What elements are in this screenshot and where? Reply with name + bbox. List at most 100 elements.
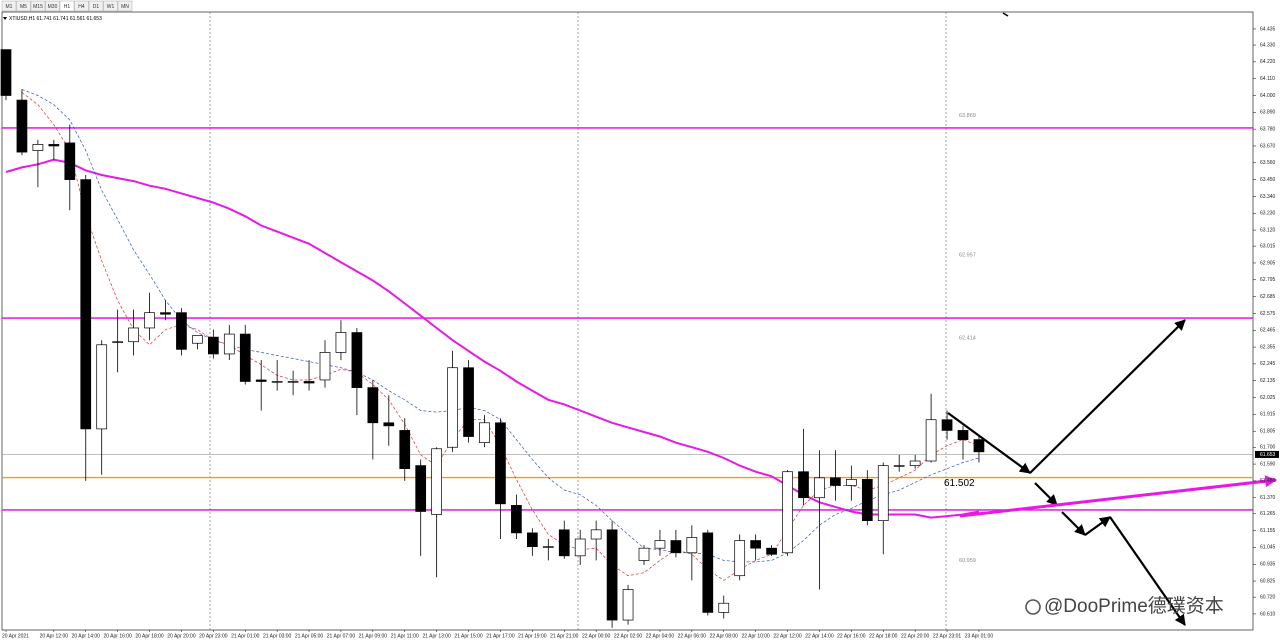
x-tick-label: 22 Apr 23:01 [933,633,962,639]
watermark-logo [1025,599,1041,615]
x-tick-label: 21 Apr 11:00 [391,633,419,639]
y-tick-label: 61.700 [1260,445,1276,451]
candle-body [144,312,155,329]
candle-body [718,602,730,613]
candle-body [447,367,458,448]
candle-body [176,312,187,350]
candle-body [431,448,442,515]
x-tick-label: 22 Apr 16:00 [837,633,866,639]
arrow [1034,482,1058,506]
watermark: @DooPrime德璞资本 [1025,595,1224,617]
timeframe-button[interactable] [88,0,104,12]
candle-body [80,179,92,430]
timeframe-button[interactable] [16,0,31,12]
y-tick-label: 62.135 [1260,378,1276,384]
x-tick-label: 21 Apr 01:00 [231,633,260,639]
candle-body [861,479,873,522]
timeframe-button[interactable] [59,0,75,12]
candle-body [0,49,12,96]
x-tick-label: 20 Apr 12:00 [40,633,69,639]
timeframe-label[interactable]: M5 [20,4,27,10]
timeframe-label[interactable]: M1 [6,4,13,10]
current-price-label: 61.653 [1260,452,1276,458]
moving-average-line [5,158,980,519]
candle-body [798,471,809,499]
candle-body [622,589,634,621]
candle-body [686,537,698,554]
candle-body [702,532,714,613]
candle-body [303,381,315,384]
y-tick-label: 61.590 [1260,461,1276,467]
candle-body [606,529,618,621]
candle-body [335,332,347,353]
x-tick-label: 20 Apr 20:00 [167,633,196,639]
candle-body [654,540,666,549]
y-tick-label: 64.330 [1260,42,1276,48]
y-tick-label: 61.045 [1260,545,1276,551]
x-tick-label: 22 Apr 04:00 [646,633,675,639]
drawn-line [1002,12,1009,17]
y-tick-label: 61.805 [1260,429,1276,435]
candle-body [96,344,108,430]
timeframe-button[interactable] [1,0,17,12]
y-tick-label: 64.000 [1260,93,1276,99]
y-tick-label: 64.220 [1260,59,1276,65]
current-price-box [1255,450,1279,458]
candle-body [383,422,395,427]
y-tick-label: 62.465 [1260,328,1276,334]
y-tick-label: 63.670 [1260,143,1276,149]
y-tick-label: 63.120 [1260,227,1276,233]
candle-body [877,465,889,522]
timeframe-button[interactable] [30,0,46,12]
y-tick-label: 62.025 [1260,395,1276,401]
candle-body [893,465,905,467]
x-tick-label: 21 Apr 13:00 [422,633,451,639]
timeframe-label[interactable]: H1 [64,4,71,10]
candle-body [750,540,762,549]
candle-body [957,430,969,440]
candle-body [526,532,538,548]
candle-body [208,336,219,355]
y-tick-label: 62.685 [1260,294,1276,300]
timeframe-button[interactable] [117,0,133,12]
x-tick-label: 21 Apr 09:00 [359,633,388,639]
arrow [1029,319,1186,474]
candle-body [223,333,235,355]
x-tick-label: 21 Apr 03:00 [263,633,292,639]
x-tick-label: 21 Apr 15:00 [454,633,483,639]
y-tick-label: 62.905 [1260,260,1276,266]
y-tick-label: 61.155 [1260,528,1276,534]
x-tick-label: 21 Apr 05:00 [295,633,324,639]
timeframe-label[interactable]: D1 [93,4,100,10]
x-tick-label: 21 Apr 21:00 [550,633,579,639]
arrow [1109,516,1186,626]
timeframe-button[interactable] [45,0,60,12]
timeframe-label[interactable]: H4 [78,4,85,10]
candle-body [590,529,602,540]
y-tick-label: 60.935 [1260,562,1276,568]
x-tick-label: 22 Apr 06:00 [678,633,707,639]
x-tick-label: 22 Apr 14:00 [805,633,834,639]
x-tick-label: 20 Apr 14:00 [72,633,101,639]
timeframe-button[interactable] [103,0,118,12]
timeframe-label[interactable]: M15 [33,4,43,10]
timeframe-label[interactable]: W1 [107,4,115,10]
y-tick-label: 62.355 [1260,344,1276,350]
level-label: 60.959 [959,558,976,564]
timeframe-button[interactable] [74,0,89,12]
candle-body [638,547,650,561]
candle-body [830,477,841,486]
symbol-menu-icon[interactable] [3,17,7,20]
x-tick-label: 22 Apr 18:00 [869,633,898,639]
candle-body [511,505,522,534]
candle-body [48,144,60,147]
candle-body [255,379,267,382]
candle-body [542,546,554,548]
timeframe-label[interactable]: MN [121,4,129,10]
arrow [1084,516,1111,536]
timeframe-label[interactable]: M30 [48,4,58,10]
x-tick-label: 22 Apr 00:00 [582,633,611,639]
arrow [947,412,1031,474]
y-tick-label: 63.230 [1260,211,1276,217]
